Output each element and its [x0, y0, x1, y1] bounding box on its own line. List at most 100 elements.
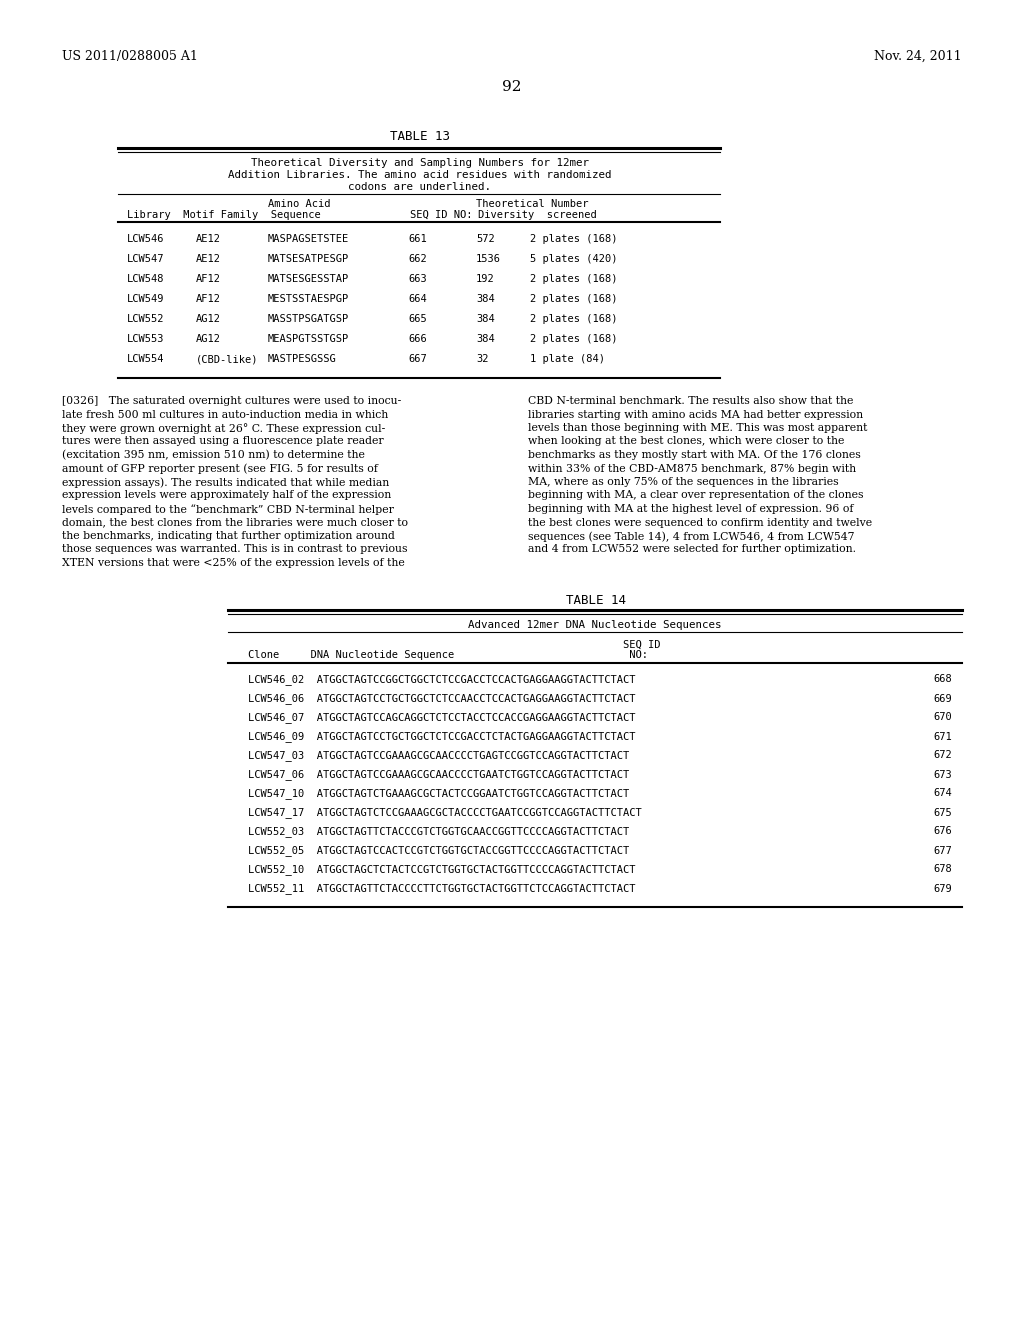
- Text: levels than those beginning with ME. This was most apparent: levels than those beginning with ME. Thi…: [528, 422, 867, 433]
- Text: 384: 384: [476, 314, 495, 323]
- Text: 671: 671: [933, 731, 952, 742]
- Text: LCW549: LCW549: [127, 294, 165, 304]
- Text: 678: 678: [933, 865, 952, 874]
- Text: LCW552: LCW552: [127, 314, 165, 323]
- Text: LCW546_07  ATGGCTAGTCCAGCAGGCTCTCCTACCTCCACCGAGGAAGGTACTTCTACT: LCW546_07 ATGGCTAGTCCAGCAGGCTCTCCTACCTCC…: [248, 713, 636, 723]
- Text: 677: 677: [933, 846, 952, 855]
- Text: those sequences was warranted. This is in contrast to previous: those sequences was warranted. This is i…: [62, 544, 408, 554]
- Text: 662: 662: [408, 253, 427, 264]
- Text: 670: 670: [933, 713, 952, 722]
- Text: LCW553: LCW553: [127, 334, 165, 345]
- Text: Nov. 24, 2011: Nov. 24, 2011: [874, 50, 962, 63]
- Text: AE12: AE12: [196, 234, 221, 244]
- Text: LCW552_11  ATGGCTAGTTCTACCCCTTCTGGTGCTACTGGTTCTCCAGGTACTTCTACT: LCW552_11 ATGGCTAGTTCTACCCCTTCTGGTGCTACT…: [248, 883, 636, 895]
- Text: MEASPGTSSTGSP: MEASPGTSSTGSP: [268, 334, 349, 345]
- Text: beginning with MA, a clear over representation of the clones: beginning with MA, a clear over represen…: [528, 491, 863, 500]
- Text: 32: 32: [476, 354, 488, 364]
- Text: 668: 668: [933, 675, 952, 685]
- Text: LCW547_06  ATGGCTAGTCCGAAAGCGCAACCCCTGAATCTGGTCCAGGTACTTCTACT: LCW547_06 ATGGCTAGTCCGAAAGCGCAACCCCTGAAT…: [248, 770, 630, 780]
- Text: SEQ ID NO:: SEQ ID NO:: [410, 210, 472, 220]
- Text: domain, the best clones from the libraries were much closer to: domain, the best clones from the librari…: [62, 517, 408, 528]
- Text: LCW552_05  ATGGCTAGTCCACTCCGTCTGGTGCTACCGGTTCCCCAGGTACTTCTACT: LCW552_05 ATGGCTAGTCCACTCCGTCTGGTGCTACCG…: [248, 846, 630, 857]
- Text: LCW548: LCW548: [127, 275, 165, 284]
- Text: AF12: AF12: [196, 275, 221, 284]
- Text: LCW547_17  ATGGCTAGTCTCCGAAAGCGCTACCCCTGAATCCGGTCCAGGTACTTCTACT: LCW547_17 ATGGCTAGTCTCCGAAAGCGCTACCCCTGA…: [248, 808, 642, 818]
- Text: 667: 667: [408, 354, 427, 364]
- Text: Advanced 12mer DNA Nucleotide Sequences: Advanced 12mer DNA Nucleotide Sequences: [468, 620, 722, 631]
- Text: Clone     DNA Nucleotide Sequence                            NO:: Clone DNA Nucleotide Sequence NO:: [248, 651, 648, 660]
- Text: beginning with MA at the highest level of expression. 96 of: beginning with MA at the highest level o…: [528, 504, 853, 513]
- Text: LCW552_03  ATGGCTAGTTCTACCCGTCTGGTGCAACCGGTTCCCCAGGTACTTCTACT: LCW552_03 ATGGCTAGTTCTACCCGTCTGGTGCAACCG…: [248, 826, 630, 837]
- Text: sequences (see Table 14), 4 from LCW546, 4 from LCW547: sequences (see Table 14), 4 from LCW546,…: [528, 531, 854, 541]
- Text: tures were then assayed using a fluorescence plate reader: tures were then assayed using a fluoresc…: [62, 437, 384, 446]
- Text: amount of GFP reporter present (see FIG. 5 for results of: amount of GFP reporter present (see FIG.…: [62, 463, 378, 474]
- Text: 384: 384: [476, 294, 495, 304]
- Text: LCW552_10  ATGGCTAGCTCTACTCCGTCTGGTGCTACTGGTTCCCCAGGTACTTCTACT: LCW552_10 ATGGCTAGCTCTACTCCGTCTGGTGCTACT…: [248, 865, 636, 875]
- Text: and 4 from LCW552 were selected for further optimization.: and 4 from LCW552 were selected for furt…: [528, 544, 856, 554]
- Text: Addition Libraries. The amino acid residues with randomized: Addition Libraries. The amino acid resid…: [228, 170, 611, 180]
- Text: 2 plates (168): 2 plates (168): [530, 314, 617, 323]
- Text: SEQ ID: SEQ ID: [248, 639, 660, 649]
- Text: AG12: AG12: [196, 314, 221, 323]
- Text: AE12: AE12: [196, 253, 221, 264]
- Text: 572: 572: [476, 234, 495, 244]
- Text: levels compared to the “benchmark” CBD N-terminal helper: levels compared to the “benchmark” CBD N…: [62, 504, 394, 515]
- Text: LCW547: LCW547: [127, 253, 165, 264]
- Text: the best clones were sequenced to confirm identity and twelve: the best clones were sequenced to confir…: [528, 517, 872, 528]
- Text: 2 plates (168): 2 plates (168): [530, 234, 617, 244]
- Text: AG12: AG12: [196, 334, 221, 345]
- Text: within 33% of the CBD-AM875 benchmark, 87% begin with: within 33% of the CBD-AM875 benchmark, 8…: [528, 463, 856, 474]
- Text: 5 plates (420): 5 plates (420): [530, 253, 617, 264]
- Text: MESTSSTAESPGP: MESTSSTAESPGP: [268, 294, 349, 304]
- Text: MATSESATPESGP: MATSESATPESGP: [268, 253, 349, 264]
- Text: they were grown overnight at 26° C. These expression cul-: they were grown overnight at 26° C. Thes…: [62, 422, 385, 434]
- Text: 673: 673: [933, 770, 952, 780]
- Text: TABLE 14: TABLE 14: [566, 594, 626, 606]
- Text: codons are underlined.: codons are underlined.: [348, 182, 492, 191]
- Text: LCW546: LCW546: [127, 234, 165, 244]
- Text: the benchmarks, indicating that further optimization around: the benchmarks, indicating that further …: [62, 531, 395, 541]
- Text: 676: 676: [933, 826, 952, 837]
- Text: TABLE 13: TABLE 13: [390, 129, 450, 143]
- Text: 661: 661: [408, 234, 427, 244]
- Text: 666: 666: [408, 334, 427, 345]
- Text: LCW546_06  ATGGCTAGTCCTGCTGGCTCTCCAACCTCCACTGAGGAAGGTACTTCTACT: LCW546_06 ATGGCTAGTCCTGCTGGCTCTCCAACCTCC…: [248, 693, 636, 705]
- Text: 664: 664: [408, 294, 427, 304]
- Text: expression assays). The results indicated that while median: expression assays). The results indicate…: [62, 477, 389, 487]
- Text: 192: 192: [476, 275, 495, 284]
- Text: MASPAGSETSTEE: MASPAGSETSTEE: [268, 234, 349, 244]
- Text: (CBD-like): (CBD-like): [196, 354, 258, 364]
- Text: expression levels were approximately half of the expression: expression levels were approximately hal…: [62, 491, 391, 500]
- Text: LCW546_02  ATGGCTAGTCCGGCTGGCTCTCCGACCTCCACTGAGGAAGGTACTTCTACT: LCW546_02 ATGGCTAGTCCGGCTGGCTCTCCGACCTCC…: [248, 675, 636, 685]
- Text: 674: 674: [933, 788, 952, 799]
- Text: CBD N-terminal benchmark. The results also show that the: CBD N-terminal benchmark. The results al…: [528, 396, 853, 407]
- Text: late fresh 500 ml cultures in auto-induction media in which: late fresh 500 ml cultures in auto-induc…: [62, 409, 388, 420]
- Text: 665: 665: [408, 314, 427, 323]
- Text: 92: 92: [502, 81, 522, 94]
- Text: 2 plates (168): 2 plates (168): [530, 275, 617, 284]
- Text: Diversity  screened: Diversity screened: [478, 210, 597, 220]
- Text: LCW547_10  ATGGCTAGTCTGAAAGCGCTACTCCGGAATCTGGTCCAGGTACTTCTACT: LCW547_10 ATGGCTAGTCTGAAAGCGCTACTCCGGAAT…: [248, 788, 630, 800]
- Text: when looking at the best clones, which were closer to the: when looking at the best clones, which w…: [528, 437, 845, 446]
- Text: 1 plate (84): 1 plate (84): [530, 354, 605, 364]
- Text: Library  Motif Family  Sequence: Library Motif Family Sequence: [127, 210, 321, 220]
- Text: 669: 669: [933, 693, 952, 704]
- Text: 679: 679: [933, 883, 952, 894]
- Text: Theoretical Number: Theoretical Number: [476, 199, 589, 209]
- Text: Amino Acid: Amino Acid: [268, 199, 331, 209]
- Text: 384: 384: [476, 334, 495, 345]
- Text: 663: 663: [408, 275, 427, 284]
- Text: 2 plates (168): 2 plates (168): [530, 334, 617, 345]
- Text: LCW547_03  ATGGCTAGTCCGAAAGCGCAACCCCTGAGTCCGGTCCAGGTACTTCTACT: LCW547_03 ATGGCTAGTCCGAAAGCGCAACCCCTGAGT…: [248, 751, 630, 762]
- Text: 675: 675: [933, 808, 952, 817]
- Text: Theoretical Diversity and Sampling Numbers for 12mer: Theoretical Diversity and Sampling Numbe…: [251, 158, 589, 168]
- Text: 672: 672: [933, 751, 952, 760]
- Text: libraries starting with amino acids MA had better expression: libraries starting with amino acids MA h…: [528, 409, 863, 420]
- Text: LCW546_09  ATGGCTAGTCCTGCTGGCTCTCCGACCTCTACTGAGGAAGGTACTTCTACT: LCW546_09 ATGGCTAGTCCTGCTGGCTCTCCGACCTCT…: [248, 731, 636, 742]
- Text: MATSESGESSTAP: MATSESGESSTAP: [268, 275, 349, 284]
- Text: (excitation 395 nm, emission 510 nm) to determine the: (excitation 395 nm, emission 510 nm) to …: [62, 450, 365, 461]
- Text: benchmarks as they mostly start with MA. Of the 176 clones: benchmarks as they mostly start with MA.…: [528, 450, 861, 459]
- Text: 2 plates (168): 2 plates (168): [530, 294, 617, 304]
- Text: LCW554: LCW554: [127, 354, 165, 364]
- Text: 1536: 1536: [476, 253, 501, 264]
